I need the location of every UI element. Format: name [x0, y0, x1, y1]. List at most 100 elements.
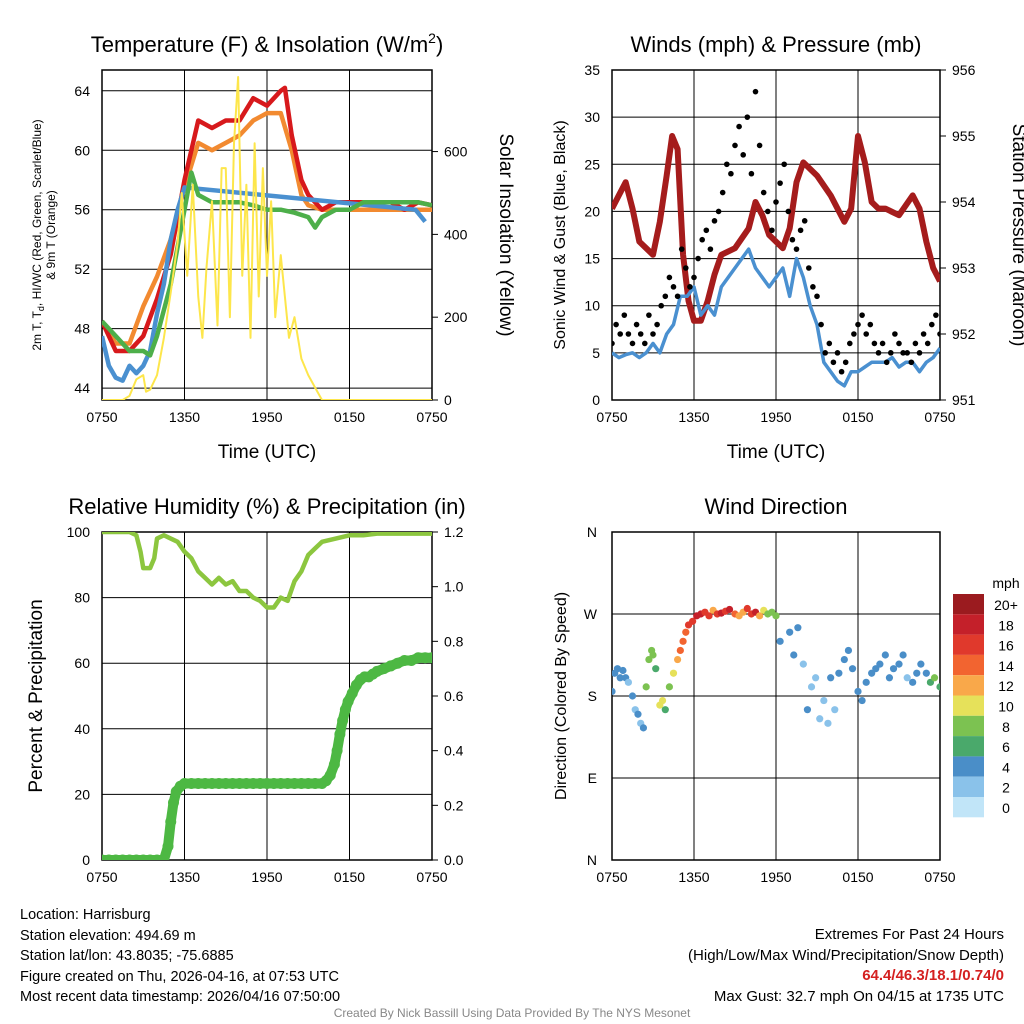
y-tick-label: 60: [74, 142, 90, 158]
direction-point: [661, 706, 669, 714]
gust-point: [642, 340, 648, 347]
x-tick-label: 0150: [842, 409, 873, 425]
direction-point: [909, 678, 917, 686]
gust-point: [769, 227, 775, 234]
direction-point: [682, 628, 690, 636]
gust-point: [646, 312, 652, 318]
legend-swatch: [953, 736, 984, 757]
direction-point: [803, 706, 812, 714]
extremes: Extremes For Past 24 Hours (High/Low/Max…: [688, 925, 1004, 1007]
elevation: Station elevation: 494.69 m: [20, 927, 196, 944]
series-group: [612, 88, 940, 388]
gust-point: [818, 321, 824, 328]
direction-point: [854, 687, 862, 696]
gust-point: [724, 161, 730, 168]
x-tick-label: 0750: [596, 869, 627, 885]
x-tick-label: 0150: [334, 869, 365, 885]
gust-point: [625, 331, 632, 337]
gust-point: [855, 321, 861, 328]
legend-label: 16: [998, 638, 1014, 654]
gust-point: [920, 331, 927, 337]
gust-point: [691, 274, 697, 281]
y-tick-label: S: [588, 688, 597, 704]
direction-point: [917, 660, 925, 668]
gust-point: [777, 180, 783, 186]
direction-point: [725, 605, 734, 614]
x-tick-label: 0750: [924, 869, 955, 885]
gust-point: [908, 359, 915, 366]
direction-point: [790, 651, 798, 659]
gust-point: [896, 340, 902, 347]
direction-point: [679, 637, 687, 645]
chart-title: Winds (mph) & Pressure (mb): [631, 32, 922, 57]
direction-point: [799, 660, 807, 668]
gust-point: [838, 368, 845, 375]
precip-point: [346, 687, 358, 699]
gust-point: [666, 274, 673, 281]
gust-point: [797, 227, 804, 234]
series-pressure: [612, 133, 940, 324]
y-tick-label: 35: [584, 62, 600, 78]
plot-frame: [101, 531, 433, 861]
plot-frame: [611, 531, 941, 861]
direction-point: [835, 669, 843, 677]
gust-point: [773, 199, 779, 205]
y2-tick-label: 200: [444, 309, 468, 325]
gust-point: [875, 350, 882, 356]
direction-point: [903, 674, 911, 682]
legend-label: 2: [1002, 780, 1010, 796]
y2-tick-label: 1.2: [444, 524, 464, 540]
legend-swatch: [953, 776, 984, 797]
y2-tick-label: 1.0: [444, 579, 464, 595]
x-tick-label: 0750: [924, 409, 955, 425]
y-tick-label: N: [587, 852, 597, 868]
direction-point: [858, 696, 866, 705]
precip-point: [158, 854, 170, 860]
y-tick-label: 25: [584, 156, 600, 172]
gust-point: [715, 208, 722, 215]
precip-point: [165, 816, 177, 828]
x-tick-label: 0750: [86, 869, 117, 885]
x-tick-label: 0750: [596, 409, 627, 425]
y-tick-label: 44: [74, 380, 90, 396]
y-tick-label: 0: [592, 392, 600, 408]
y-tick-label: 48: [74, 321, 90, 337]
direction-point: [885, 674, 894, 682]
y-tick-label: 10: [584, 298, 600, 314]
x-tick-label: 0750: [416, 869, 447, 885]
direction-point: [612, 687, 616, 696]
legend-swatch: [953, 695, 984, 716]
gust-point: [912, 340, 919, 347]
gust-point: [822, 350, 828, 356]
y-tick-label: N: [587, 524, 597, 540]
direction-point: [862, 678, 870, 686]
direction-point: [794, 624, 802, 632]
direction-point: [652, 665, 660, 673]
direction-point: [756, 612, 764, 620]
y-tick-label: 30: [584, 109, 600, 125]
direction-point: [743, 604, 751, 613]
gust-point: [612, 340, 615, 347]
series-group: [102, 532, 432, 860]
legend-swatch: [953, 715, 984, 737]
legend-swatch: [953, 756, 984, 777]
extremes-title: Extremes For Past 24 Hours: [814, 926, 1004, 943]
y-tick-label: W: [584, 606, 598, 622]
gust-point: [711, 218, 718, 224]
legend-label: 12: [998, 678, 1014, 694]
y-tick-label: 20: [74, 786, 90, 802]
gust-point: [678, 246, 685, 252]
y-tick-label: 52: [74, 261, 90, 277]
series-solar: [102, 76, 432, 400]
gust-point: [637, 331, 644, 337]
y2-tick-label: 600: [444, 144, 468, 160]
series-group: [102, 76, 432, 400]
legend-swatch: [953, 614, 984, 635]
series-9m-t: [102, 110, 432, 346]
x-tick-label: 0150: [334, 409, 365, 425]
direction-point: [676, 646, 684, 655]
y2-tick-label: 0.0: [444, 852, 464, 868]
x-tick-label: 1350: [678, 869, 709, 885]
y2-tick-label: 956: [952, 62, 976, 78]
